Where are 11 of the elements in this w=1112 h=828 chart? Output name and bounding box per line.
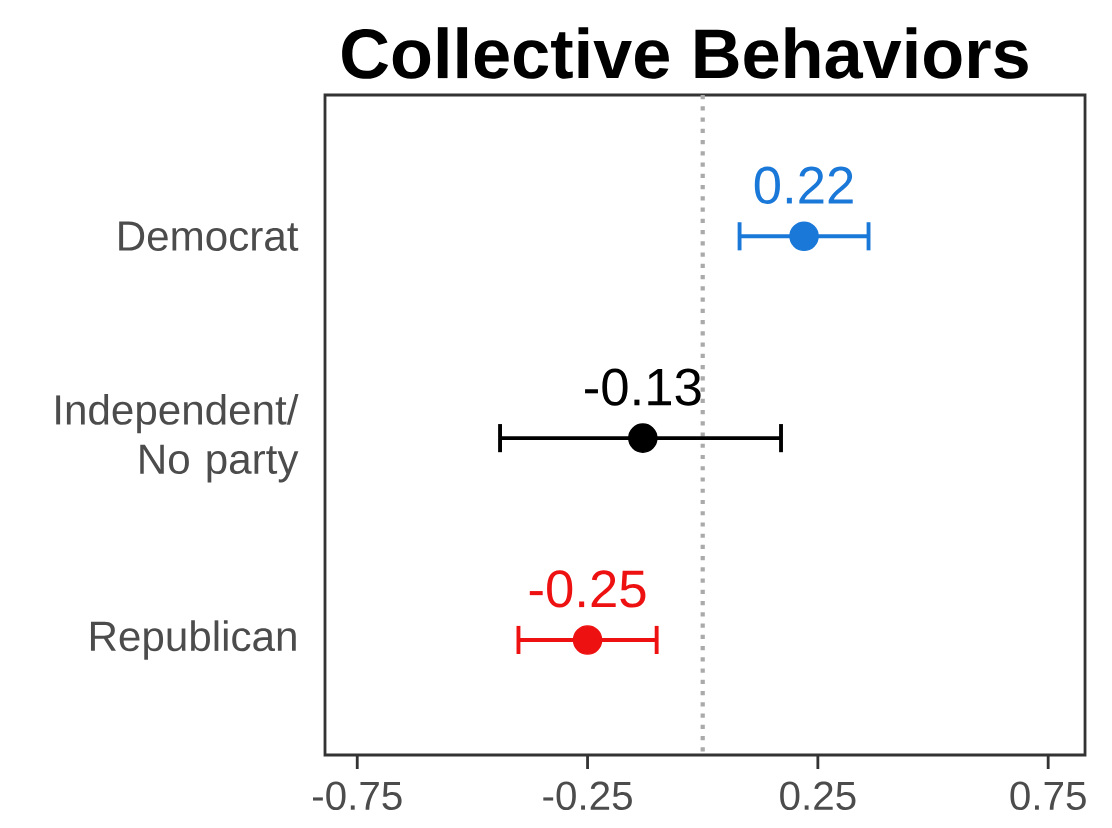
y-tick-label: Republican: [90, 620, 296, 660]
x-tick-label: 0.25: [780, 781, 856, 811]
data-label: -0.13: [585, 368, 701, 406]
data-label: -0.25: [529, 570, 646, 608]
y-tick-label: Democrat: [119, 221, 299, 251]
x-tick-label: 0.75: [1010, 781, 1086, 811]
x-tick-label: -0.75: [313, 781, 402, 811]
chart-title: Collective Behaviors: [342, 27, 1028, 79]
data-label: 0.22: [754, 166, 853, 204]
y-tick-label: Independent/ No party: [56, 393, 299, 483]
x-tick-label: -0.25: [543, 781, 632, 811]
